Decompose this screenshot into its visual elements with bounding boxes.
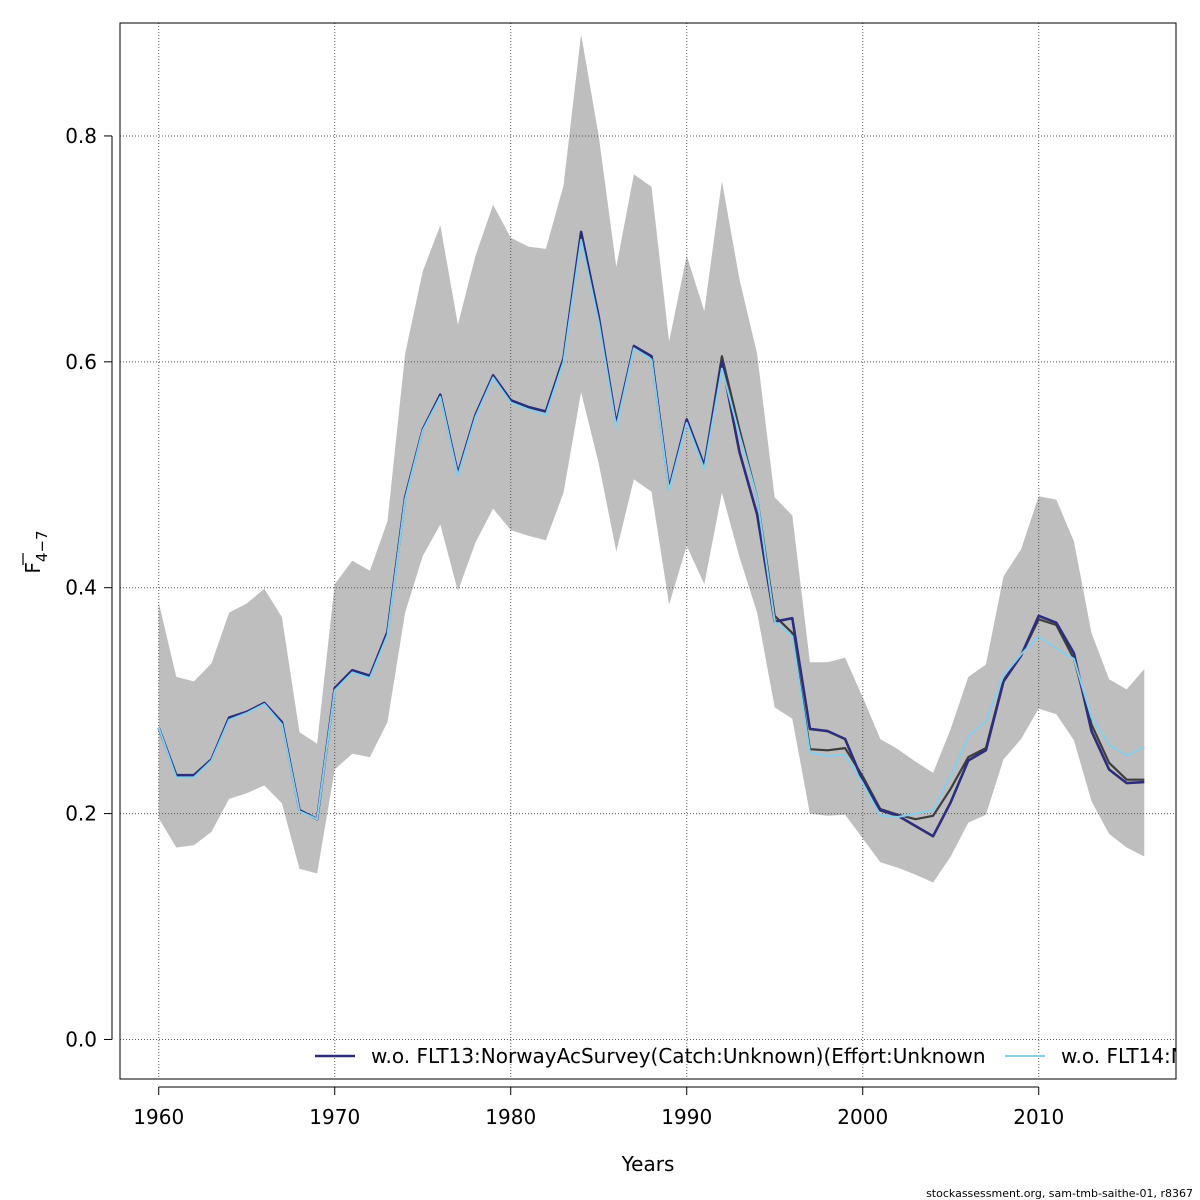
x-tick-label: 1980 bbox=[485, 1105, 536, 1129]
x-tick-label: 1960 bbox=[133, 1105, 184, 1129]
plot-frame bbox=[119, 22, 1177, 1080]
y-tick-label: 0.6 bbox=[65, 350, 97, 374]
series-line-3 bbox=[157, 238, 1145, 821]
y-tick-label: 0.0 bbox=[65, 1027, 97, 1051]
y-axis-title: F4−7 bbox=[21, 530, 51, 573]
series-layer bbox=[157, 230, 1145, 838]
band-layer bbox=[158, 34, 1145, 883]
grid-layer bbox=[120, 23, 1176, 1079]
y-tick-label: 0.8 bbox=[65, 124, 97, 148]
svg-text:F4−7: F4−7 bbox=[21, 530, 51, 573]
y-axis: 0.0 0.2 0.4 0.6 0.8 bbox=[65, 124, 113, 1051]
x-tick-label: 1970 bbox=[309, 1105, 360, 1129]
x-tick-label: 2010 bbox=[1013, 1105, 1064, 1129]
legend: w.o. FLT13:NorwayAcSurvey(Catch:Unknown)… bbox=[315, 1044, 1186, 1068]
y-tick-label: 0.4 bbox=[65, 576, 97, 600]
x-tick-label: 1990 bbox=[661, 1105, 712, 1129]
legend-label-2: w.o. FLT14:N bbox=[1061, 1044, 1186, 1068]
confidence-band bbox=[158, 34, 1145, 883]
y-tick-label: 0.2 bbox=[65, 802, 97, 826]
x-axis: 1960 1970 1980 1990 2000 2010 bbox=[133, 1086, 1064, 1129]
x-tick-label: 2000 bbox=[837, 1105, 888, 1129]
x-axis-title: Years bbox=[621, 1152, 675, 1176]
footer-credit: stockassessment.org, sam-tmb-saithe-01, … bbox=[926, 1187, 1193, 1200]
legend-label-1: w.o. FLT13:NorwayAcSurvey(Catch:Unknown)… bbox=[371, 1044, 986, 1068]
y-axis-title-main: F bbox=[21, 562, 45, 574]
y-axis-title-sub: 4−7 bbox=[33, 530, 51, 562]
